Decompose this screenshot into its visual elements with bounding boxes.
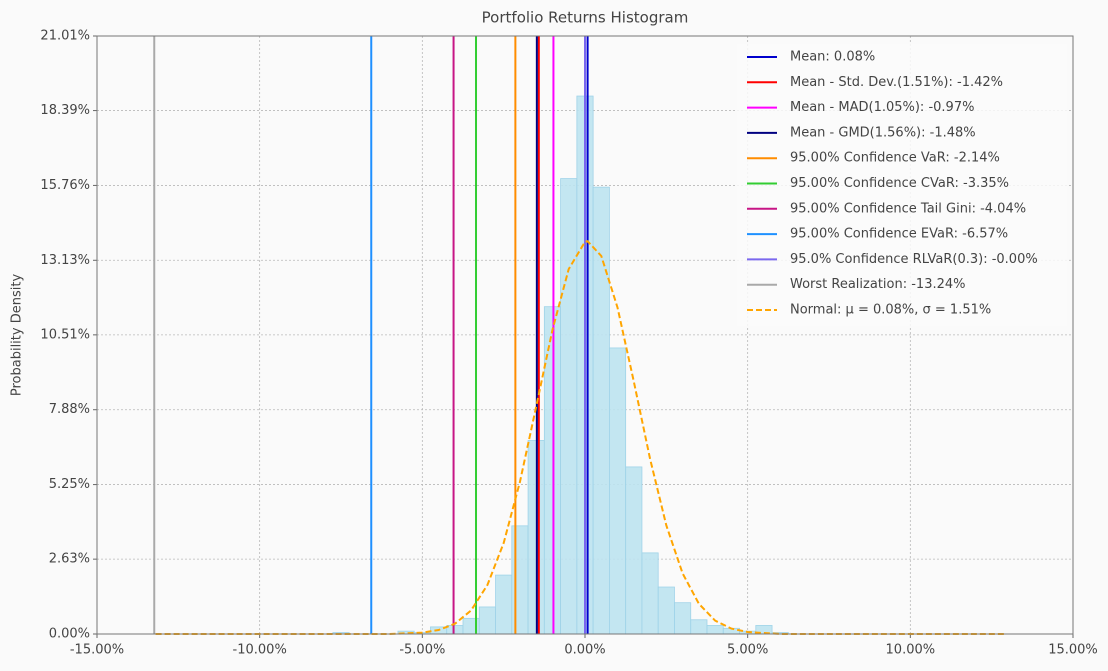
legend-box: [737, 44, 1067, 326]
bar: [446, 625, 464, 635]
x-tick-label: -10.00%: [233, 643, 287, 658]
bar: [495, 574, 513, 635]
legend-label: 95.0% Confidence RLVaR(0.3): -0.00%: [790, 252, 1038, 267]
legend-label: Mean: 0.08%: [790, 50, 875, 65]
legend-label: Worst Realization: -13.24%: [790, 277, 966, 292]
legend-label: 95.00% Confidence Tail Gini: -4.04%: [790, 201, 1026, 216]
bar: [657, 586, 675, 635]
legend-label: 95.00% Confidence CVaR: -3.35%: [790, 176, 1009, 191]
bar: [609, 347, 627, 635]
y-tick-label: 21.01%: [40, 29, 90, 44]
y-tick-label: 18.39%: [40, 103, 90, 118]
x-tick-label: 15.00%: [1048, 643, 1098, 658]
y-tick-label: 2.63%: [49, 552, 90, 567]
y-tick-label: 13.13%: [40, 253, 90, 268]
legend-label: Mean - GMD(1.56%): -1.48%: [790, 125, 976, 140]
y-tick-label: 10.51%: [40, 327, 90, 342]
y-tick-label: 0.00%: [49, 627, 90, 642]
legend-label: Mean - MAD(1.05%): -0.97%: [790, 100, 974, 115]
bar: [478, 606, 496, 635]
bar: [592, 186, 610, 635]
legend: Mean: 0.08% Mean - Std. Dev.(1.51%): -1.4…: [737, 44, 1067, 326]
legend-label: Mean - Std. Dev.(1.51%): -1.42%: [790, 75, 1003, 90]
bar: [690, 619, 708, 635]
legend-label: 95.00% Confidence EVaR: -6.57%: [790, 227, 1008, 242]
legend-label: Normal: μ = 0.08%, σ = 1.51%: [790, 303, 991, 318]
x-tick-label: -15.00%: [70, 643, 124, 658]
y-tick-label: 7.88%: [49, 402, 90, 417]
normal-curve: [155, 240, 1005, 635]
x-tick-label: 10.00%: [886, 643, 936, 658]
bar: [641, 552, 659, 635]
y-tick-label: 5.25%: [49, 477, 90, 492]
y-axis-label: Probability Density: [10, 274, 25, 397]
x-tick-label: 5.00%: [727, 643, 768, 658]
x-tick-label: 0.00%: [564, 643, 605, 658]
x-tick-label: -5.00%: [399, 643, 445, 658]
bar: [625, 466, 643, 635]
legend-label: 95.00% Confidence VaR: -2.14%: [790, 151, 1000, 166]
bar: [674, 602, 692, 635]
bar: [706, 625, 724, 635]
bar: [560, 178, 578, 635]
chart-title: Portfolio Returns Histogram: [482, 9, 689, 27]
plot-frame: [96, 35, 1074, 635]
bar: [511, 525, 529, 635]
y-tick-label: 15.76%: [40, 178, 90, 193]
